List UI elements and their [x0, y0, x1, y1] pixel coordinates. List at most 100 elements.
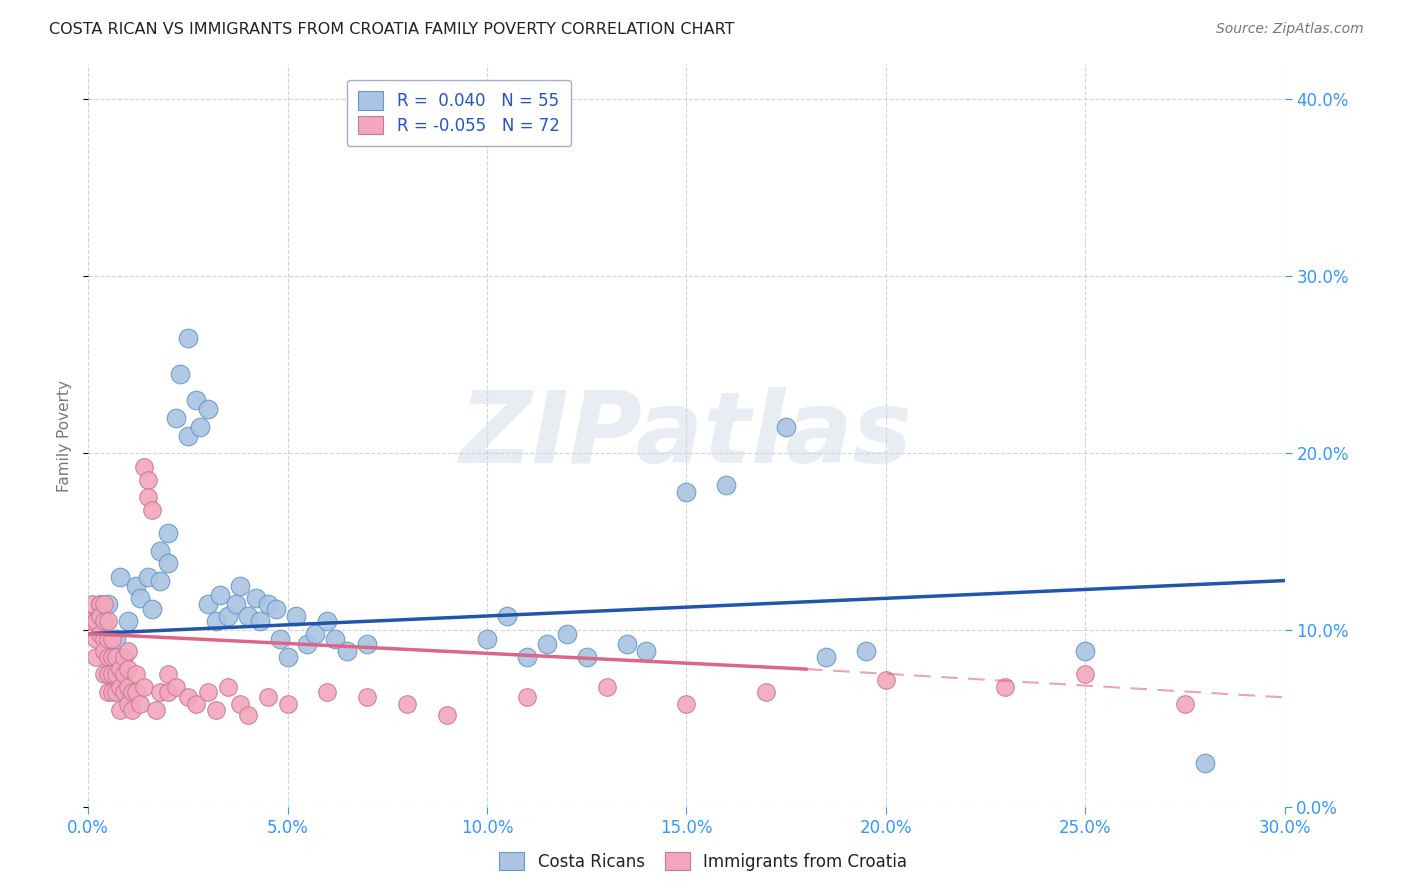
Point [356, 690, 378, 705]
Point [169, 367, 191, 381]
Point [595, 680, 617, 694]
Point [236, 708, 259, 723]
Point [245, 591, 267, 606]
Point [516, 690, 538, 705]
Point [1194, 756, 1216, 770]
Point [112, 667, 135, 681]
Point [775, 419, 797, 434]
Point [125, 685, 148, 699]
Point [177, 690, 200, 705]
Point [108, 680, 131, 694]
Point [101, 685, 124, 699]
Point [814, 649, 837, 664]
Point [141, 503, 163, 517]
Point [264, 602, 287, 616]
Point [177, 428, 200, 442]
Point [277, 649, 299, 664]
Point [204, 703, 226, 717]
Text: ZIPatlas: ZIPatlas [460, 387, 912, 484]
Point [1074, 644, 1097, 658]
Point [325, 632, 347, 646]
Point [1174, 698, 1197, 712]
Point [105, 685, 128, 699]
Point [117, 680, 139, 694]
Point [555, 626, 578, 640]
Point [136, 570, 159, 584]
Point [436, 708, 458, 723]
Point [117, 698, 139, 712]
Point [269, 632, 291, 646]
Point [284, 609, 307, 624]
Point [101, 632, 124, 646]
Point [188, 419, 211, 434]
Point [117, 662, 139, 676]
Point [97, 667, 120, 681]
Point [117, 615, 139, 629]
Point [84, 615, 107, 629]
Point [132, 460, 155, 475]
Point [89, 597, 111, 611]
Point [82, 597, 104, 611]
Point [129, 698, 152, 712]
Point [217, 680, 239, 694]
Point [121, 703, 143, 717]
Point [165, 410, 187, 425]
Point [82, 615, 104, 629]
Point [475, 632, 498, 646]
Point [93, 615, 115, 629]
Point [256, 597, 278, 611]
Point [121, 685, 143, 699]
Point [228, 698, 250, 712]
Point [108, 703, 131, 717]
Point [97, 685, 120, 699]
Point [716, 478, 738, 492]
Point [89, 626, 111, 640]
Point [93, 597, 115, 611]
Point [396, 698, 419, 712]
Point [101, 667, 124, 681]
Point [97, 597, 120, 611]
Point [89, 597, 111, 611]
Text: COSTA RICAN VS IMMIGRANTS FROM CROATIA FAMILY POVERTY CORRELATION CHART: COSTA RICAN VS IMMIGRANTS FROM CROATIA F… [49, 22, 735, 37]
Point [536, 637, 558, 651]
Point [249, 615, 271, 629]
Point [84, 632, 107, 646]
Point [675, 485, 697, 500]
Point [136, 491, 159, 505]
Point [228, 579, 250, 593]
Point [93, 632, 115, 646]
Legend: Costa Ricans, Immigrants from Croatia: Costa Ricans, Immigrants from Croatia [491, 844, 915, 880]
Point [112, 649, 135, 664]
Point [149, 685, 172, 699]
Point [184, 393, 207, 408]
Point [149, 543, 172, 558]
Point [208, 588, 231, 602]
Point [755, 685, 778, 699]
Point [105, 632, 128, 646]
Point [197, 597, 219, 611]
Point [316, 615, 339, 629]
Point [156, 685, 179, 699]
Point [197, 402, 219, 417]
Point [236, 609, 259, 624]
Point [225, 597, 247, 611]
Point [125, 667, 148, 681]
Point [297, 637, 319, 651]
Point [84, 649, 107, 664]
Point [108, 662, 131, 676]
Text: Source: ZipAtlas.com: Source: ZipAtlas.com [1216, 22, 1364, 37]
Legend: R =  0.040   N = 55, R = -0.055   N = 72: R = 0.040 N = 55, R = -0.055 N = 72 [347, 79, 571, 146]
Point [97, 615, 120, 629]
Point [156, 667, 179, 681]
Point [125, 579, 148, 593]
Point [165, 680, 187, 694]
Point [89, 609, 111, 624]
Point [93, 667, 115, 681]
Point [117, 644, 139, 658]
Point [112, 685, 135, 699]
Point [97, 649, 120, 664]
Point [304, 626, 326, 640]
Point [149, 574, 172, 588]
Point [89, 609, 111, 624]
Point [101, 649, 124, 664]
